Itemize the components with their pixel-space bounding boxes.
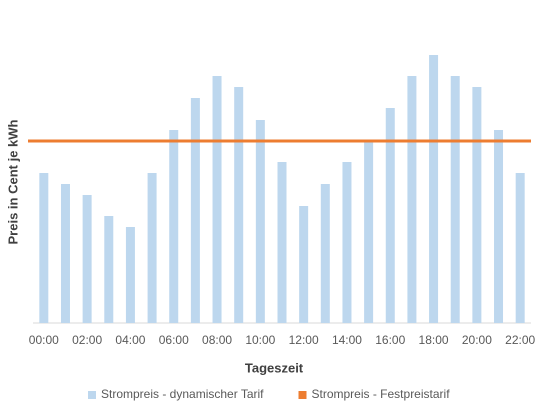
bar bbox=[169, 130, 179, 323]
bar bbox=[277, 162, 287, 323]
x-tick-label: 18:00 bbox=[419, 333, 449, 347]
bar bbox=[104, 216, 114, 323]
bar bbox=[407, 76, 417, 323]
bar bbox=[125, 227, 135, 323]
x-tick-label: 16:00 bbox=[375, 333, 405, 347]
x-tick-label: 12:00 bbox=[289, 333, 319, 347]
bar bbox=[429, 55, 439, 323]
bar bbox=[255, 120, 265, 323]
bar bbox=[472, 87, 482, 323]
x-axis-title: Tageszeit bbox=[245, 360, 304, 375]
bar bbox=[450, 76, 460, 323]
bar bbox=[299, 206, 309, 323]
y-axis-title: Preis in Cent je kWh bbox=[5, 119, 20, 244]
x-tick-label: 22:00 bbox=[505, 333, 535, 347]
bar bbox=[385, 108, 395, 323]
bar bbox=[39, 173, 49, 323]
legend-swatch bbox=[298, 391, 307, 399]
x-tick-label: 06:00 bbox=[159, 333, 189, 347]
bar bbox=[364, 141, 374, 323]
bar bbox=[515, 173, 525, 323]
bar bbox=[320, 184, 330, 323]
legend-swatch bbox=[88, 391, 96, 399]
bar bbox=[342, 162, 352, 323]
x-tick-label: 02:00 bbox=[72, 333, 102, 347]
bar bbox=[82, 195, 92, 323]
x-tick-label: 20:00 bbox=[462, 333, 492, 347]
x-tick-label: 00:00 bbox=[29, 333, 59, 347]
x-tick-label: 10:00 bbox=[245, 333, 275, 347]
x-tick-label: 04:00 bbox=[115, 333, 145, 347]
x-tick-label: 14:00 bbox=[332, 333, 362, 347]
legend-label: Strompreis - Festpreistarif bbox=[312, 387, 451, 401]
bar bbox=[234, 87, 244, 323]
bar bbox=[212, 76, 222, 323]
x-tick-label: 08:00 bbox=[202, 333, 232, 347]
bar bbox=[60, 184, 70, 323]
legend-label: Strompreis - dynamischer Tarif bbox=[101, 387, 264, 401]
bar bbox=[147, 173, 157, 323]
bar bbox=[494, 130, 504, 323]
bar bbox=[190, 98, 200, 323]
